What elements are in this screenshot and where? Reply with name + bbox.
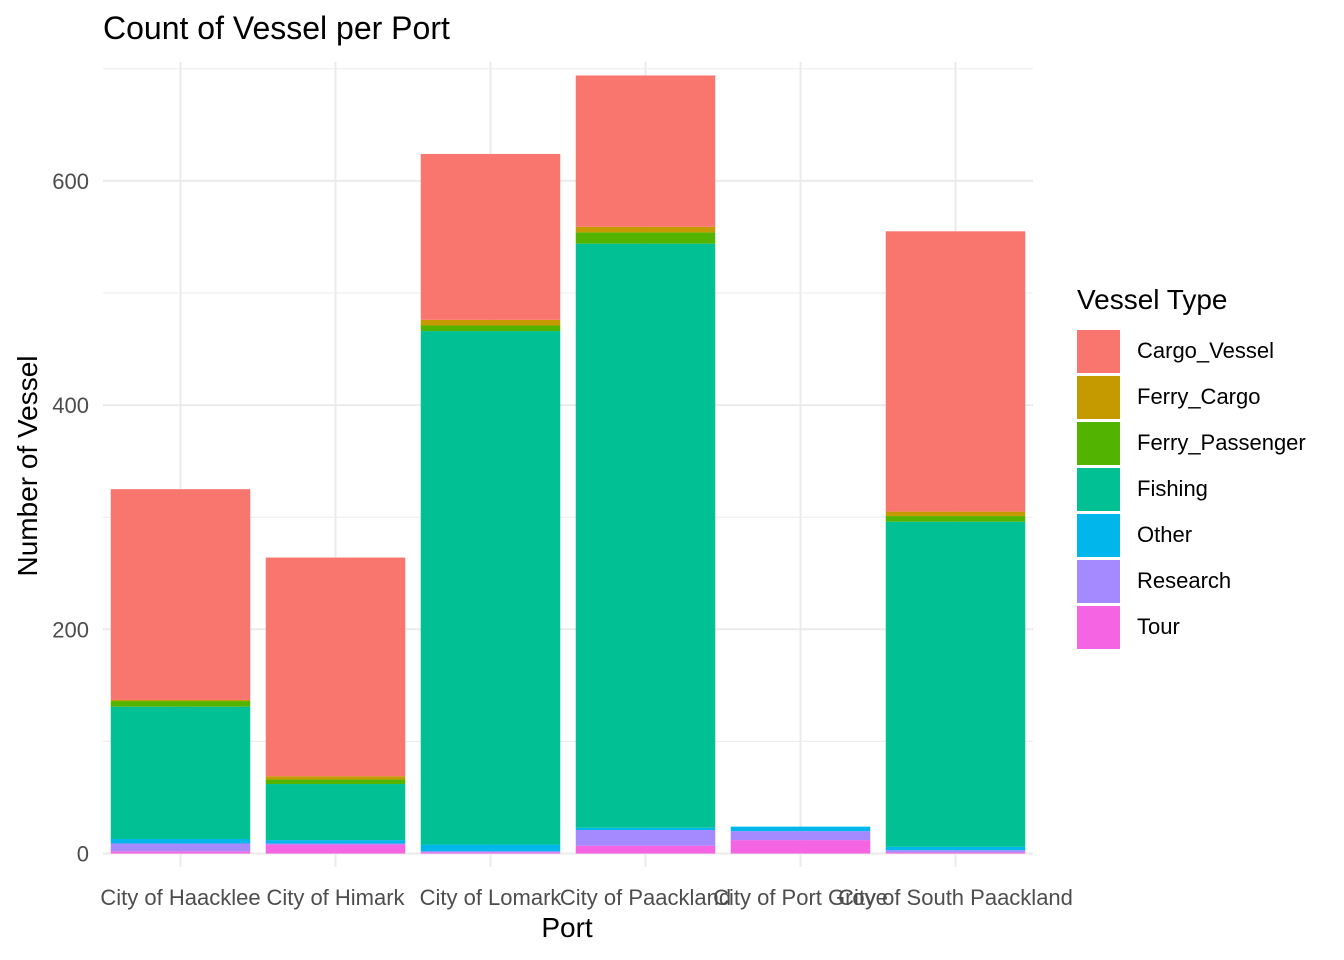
y-tick-label: 400 [52, 393, 89, 418]
bar-fishing [575, 243, 716, 828]
bar-tour [420, 852, 561, 854]
legend-swatch [1077, 605, 1120, 649]
bar-research [265, 843, 406, 845]
legend-label: Other [1137, 522, 1193, 547]
bar-other [110, 838, 251, 844]
legend-items: Cargo_Vessel Ferry_Cargo Ferry_Passenger Fi… [1077, 328, 1306, 650]
x-tick-label: City of Lomark [420, 885, 563, 910]
bar-fishing [110, 706, 251, 839]
legend-swatch [1077, 467, 1120, 511]
bar-other [420, 844, 561, 852]
legend-item: Tour [1077, 604, 1306, 650]
bar-research [420, 851, 561, 853]
legend-label: Fishing [1137, 476, 1208, 501]
x-tick-label: City of Port Grove [713, 885, 888, 910]
bar-cargo-vessel [885, 231, 1026, 512]
bar-other [885, 846, 1026, 851]
bar-other [730, 826, 871, 832]
x-axis-title: Port [541, 912, 593, 943]
bar-ferry-passenger [110, 701, 251, 707]
bar-ferry-cargo [885, 511, 1026, 517]
legend-item: Other [1077, 512, 1306, 558]
legend-item: Ferry_Cargo [1077, 374, 1306, 420]
y-axis-title: Number of Vessel [12, 355, 43, 577]
chart-title: Count of Vessel per Port [103, 10, 450, 46]
y-tick-label: 600 [52, 169, 89, 194]
bar-cargo-vessel [265, 557, 406, 777]
y-tick-label: 0 [77, 842, 89, 867]
bar-tour [730, 840, 871, 854]
legend-label: Ferry_Passenger [1137, 430, 1306, 455]
bar-tour [575, 845, 716, 854]
bar-ferry-cargo [110, 699, 251, 702]
bar-research [110, 843, 251, 852]
legend-item: Cargo_Vessel [1077, 328, 1306, 374]
bar-cargo-vessel [420, 153, 561, 320]
bar-fishing [265, 784, 406, 841]
bar-ferry-cargo [420, 319, 561, 326]
legend-label: Research [1137, 568, 1232, 593]
bar-other [575, 827, 716, 831]
legend-swatch [1077, 375, 1120, 419]
bar-tour [885, 852, 1026, 854]
bar-ferry-cargo [265, 776, 406, 780]
bar-research [575, 830, 716, 846]
x-tick-label: City of Himark [266, 885, 405, 910]
bar-ferry-passenger [420, 325, 561, 332]
bar-research [885, 850, 1026, 853]
x-tick-label: City of Paackland [560, 885, 731, 910]
bar-tour [265, 844, 406, 854]
bar-ferry-cargo [575, 226, 716, 233]
legend-label: Ferry_Cargo [1137, 384, 1261, 409]
legend-swatch [1077, 559, 1120, 603]
bar-ferry-passenger [265, 779, 406, 785]
x-tick-label: City of South Paackland [838, 885, 1073, 910]
legend-title: Vessel Type [1077, 284, 1228, 315]
bar-cargo-vessel [110, 489, 251, 700]
legend-item: Research [1077, 558, 1306, 604]
bar-fishing [885, 521, 1026, 847]
x-tick-label: City of Haacklee [100, 885, 260, 910]
legend-label: Tour [1137, 614, 1180, 639]
legend-swatch [1077, 513, 1120, 557]
legend-item: Fishing [1077, 466, 1306, 512]
bar-cargo-vessel [575, 75, 716, 227]
bar-ferry-passenger [575, 232, 716, 244]
bar-research [730, 831, 871, 841]
bar-ferry-passenger [885, 516, 1026, 522]
bar-fishing [420, 331, 561, 845]
legend: Vessel Type Cargo_Vessel Ferry_Cargo Ferry… [1077, 284, 1306, 650]
y-tick-label: 200 [52, 617, 89, 642]
bar-other [265, 840, 406, 844]
bar-tour [110, 851, 251, 854]
legend-label: Cargo_Vessel [1137, 338, 1274, 363]
legend-item: Ferry_Passenger [1077, 420, 1306, 466]
legend-swatch [1077, 329, 1120, 373]
legend-swatch [1077, 421, 1120, 465]
